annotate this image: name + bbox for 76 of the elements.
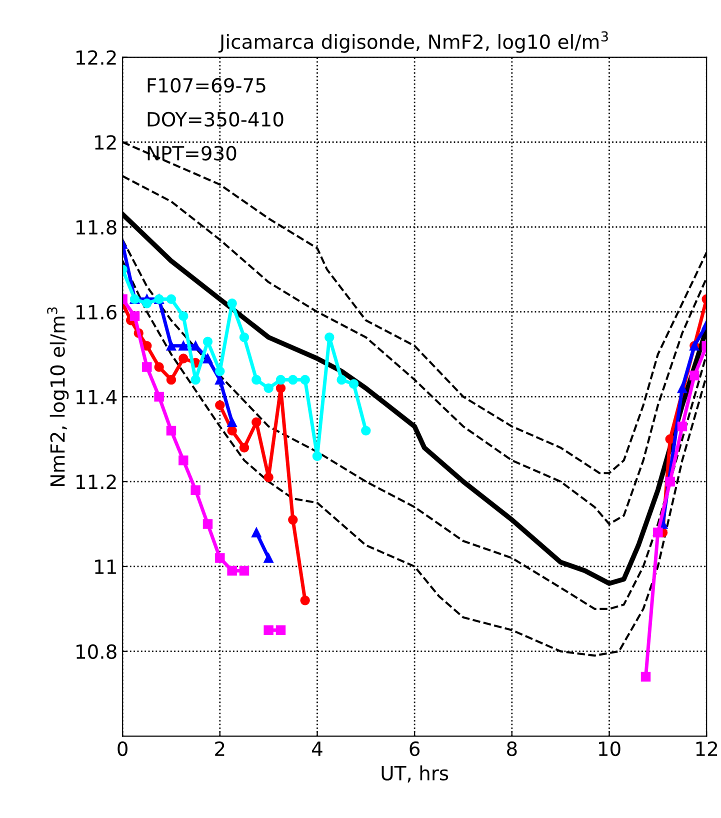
point bbox=[653, 528, 663, 538]
point bbox=[166, 340, 176, 351]
y-tick-label: 10.8 bbox=[76, 644, 116, 659]
x-tick-label: 6 bbox=[410, 741, 420, 756]
annotation: DOY=350-410 bbox=[148, 112, 284, 127]
point bbox=[154, 392, 164, 402]
point bbox=[288, 514, 298, 525]
point bbox=[202, 336, 213, 346]
point bbox=[190, 485, 200, 495]
point bbox=[677, 383, 688, 394]
point bbox=[178, 456, 188, 466]
point bbox=[288, 374, 298, 385]
chart-title: Jicamarca digisonde, NmF2, log10 el/m$^{3}$ bbox=[218, 31, 608, 53]
y-tick-label: 11.6 bbox=[76, 304, 116, 320]
point bbox=[312, 451, 322, 461]
point bbox=[166, 374, 176, 385]
x-tick-label: 10 bbox=[599, 741, 620, 756]
x-tick-label: 0 bbox=[118, 741, 128, 756]
point bbox=[215, 400, 225, 410]
point bbox=[166, 294, 176, 304]
y-tick-label: 12.2 bbox=[76, 50, 116, 65]
point bbox=[215, 366, 225, 376]
x-axis-title: UT, hrs bbox=[382, 765, 448, 782]
point bbox=[264, 553, 274, 563]
y-axis-title: NmF2, log10 el/m$^{3}$ bbox=[47, 307, 69, 486]
point bbox=[227, 298, 237, 308]
point bbox=[190, 374, 200, 385]
point bbox=[276, 374, 286, 385]
point bbox=[300, 374, 310, 385]
point bbox=[215, 374, 225, 385]
point bbox=[665, 476, 675, 486]
point bbox=[276, 383, 286, 394]
point bbox=[202, 519, 213, 529]
y-tick-label: 12 bbox=[95, 135, 116, 150]
y-tick-label: 11.2 bbox=[76, 474, 116, 489]
point bbox=[677, 422, 688, 432]
x-tick-label: 2 bbox=[215, 741, 224, 756]
point bbox=[336, 374, 346, 385]
point bbox=[239, 442, 250, 453]
point bbox=[361, 426, 371, 436]
point bbox=[300, 596, 310, 606]
point bbox=[202, 354, 213, 364]
x-tick-label: 12 bbox=[696, 741, 718, 756]
point bbox=[190, 340, 200, 351]
y-tick-label: 11.8 bbox=[76, 220, 116, 235]
point bbox=[166, 426, 176, 436]
point bbox=[154, 362, 164, 372]
point bbox=[178, 354, 188, 364]
point bbox=[324, 332, 334, 342]
point bbox=[227, 417, 237, 428]
point bbox=[239, 566, 250, 576]
point bbox=[178, 340, 188, 351]
x-tick-label: 8 bbox=[507, 741, 517, 756]
point bbox=[239, 332, 250, 342]
y-tick-label: 11.4 bbox=[76, 390, 117, 404]
point bbox=[227, 426, 237, 436]
point bbox=[348, 379, 359, 389]
x-tick-label: 4 bbox=[312, 742, 322, 756]
point bbox=[142, 362, 152, 372]
y-tick-label: 11 bbox=[95, 560, 116, 574]
point bbox=[227, 566, 237, 576]
point bbox=[215, 553, 225, 563]
point bbox=[690, 370, 700, 380]
point bbox=[252, 528, 262, 538]
point bbox=[252, 374, 262, 385]
point bbox=[142, 298, 152, 308]
point bbox=[264, 472, 274, 482]
annotation: NPT=930 bbox=[148, 146, 236, 161]
point bbox=[130, 311, 140, 321]
point bbox=[640, 672, 651, 682]
annotation: F107=69-75 bbox=[148, 78, 266, 93]
point bbox=[178, 311, 188, 321]
point bbox=[264, 383, 274, 394]
point bbox=[264, 625, 274, 635]
point bbox=[276, 625, 286, 635]
point bbox=[252, 417, 262, 428]
